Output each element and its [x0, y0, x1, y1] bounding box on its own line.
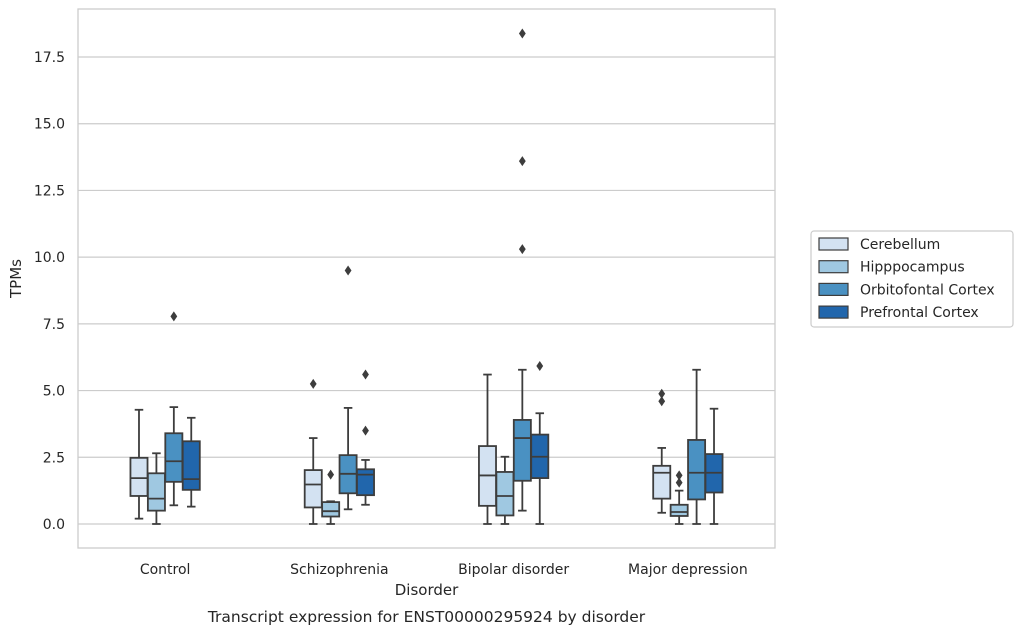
box-plot [303, 378, 323, 525]
box [146, 472, 166, 512]
box-plot [146, 452, 166, 525]
box-plot [687, 368, 707, 525]
x-tick-label: Bipolar disorder [458, 562, 569, 578]
legend-swatch [818, 237, 849, 251]
outlier-point [536, 361, 544, 372]
legend-swatch [818, 305, 849, 319]
y-tick-label: 10.0 [34, 250, 65, 266]
outlier-point [675, 470, 683, 481]
box [356, 468, 375, 497]
box [512, 419, 532, 482]
legend-frame [810, 230, 1014, 328]
legend-item: Orbitofontal Cortex [818, 282, 995, 298]
outlier-point [362, 369, 369, 380]
legend-swatch [818, 260, 849, 274]
outlier-point [170, 311, 178, 322]
box-plot [338, 265, 358, 511]
outlier-point [327, 469, 335, 480]
box-plot [704, 407, 724, 525]
box-plot [181, 416, 201, 508]
box-plot [164, 311, 184, 507]
legend-label: Orbitofontal Cortex [860, 282, 995, 298]
y-tick-label: 2.5 [43, 450, 65, 466]
y-axis-ticks: 0.0 2.5 5.0 7.5 10.0 12.5 15.0 17.5 [34, 50, 65, 533]
legend-swatch [818, 282, 849, 296]
box-plot [512, 28, 532, 512]
box [303, 469, 323, 509]
box-plots [129, 28, 724, 525]
chart-caption: Transcript expression for ENST0000029592… [207, 608, 646, 626]
outlier-point [362, 425, 369, 436]
x-tick-label: Control [140, 562, 191, 578]
legend-item: Prefrontal Cortex [818, 305, 979, 321]
outlier-point [675, 477, 683, 488]
y-tick-label: 5.0 [43, 384, 65, 400]
y-tick-label: 15.0 [34, 117, 65, 133]
box [495, 471, 515, 517]
outlier-point [658, 388, 666, 399]
box-plot [321, 469, 341, 525]
box [321, 501, 341, 518]
box [181, 440, 201, 491]
box [129, 456, 149, 497]
box-plot [478, 373, 497, 525]
legend-label: Prefrontal Cortex [860, 305, 979, 321]
legend-label: Cerebellum [860, 237, 940, 253]
outlier-point [518, 28, 526, 39]
outlier-point [658, 396, 666, 407]
x-tick-label: Schizophrenia [290, 562, 388, 578]
plot-frame [77, 8, 776, 549]
box-plot [530, 361, 550, 525]
box-plot [669, 470, 689, 525]
y-axis-label: TPMs [7, 259, 25, 299]
outlier-point [344, 265, 352, 276]
box [669, 503, 689, 517]
box-plot [652, 388, 672, 514]
outlier-point [518, 244, 526, 255]
legend-item: Cerebellum [818, 237, 940, 253]
legend-label: Hipppocampus [860, 260, 965, 276]
x-tick-label: Major depression [628, 562, 748, 578]
box-plot [356, 369, 375, 506]
legend-item: Hipppocampus [818, 260, 965, 276]
y-tick-label: 12.5 [34, 183, 65, 199]
box-plot [495, 455, 515, 525]
y-tick-label: 17.5 [34, 50, 65, 66]
outlier-point [309, 378, 317, 389]
y-tick-label: 7.5 [43, 317, 65, 333]
x-axis-ticks: Control Schizophrenia Bipolar disorder Majo… [140, 562, 748, 578]
box [164, 432, 184, 483]
x-axis-label: Disorder [395, 581, 459, 599]
box [687, 439, 707, 501]
box [652, 464, 672, 500]
legend: Cerebellum Hipppocampus Orbitofontal Corte… [810, 230, 1014, 328]
outlier-point [518, 156, 526, 167]
y-tick-label: 0.0 [43, 517, 65, 533]
box-plot [129, 408, 149, 520]
